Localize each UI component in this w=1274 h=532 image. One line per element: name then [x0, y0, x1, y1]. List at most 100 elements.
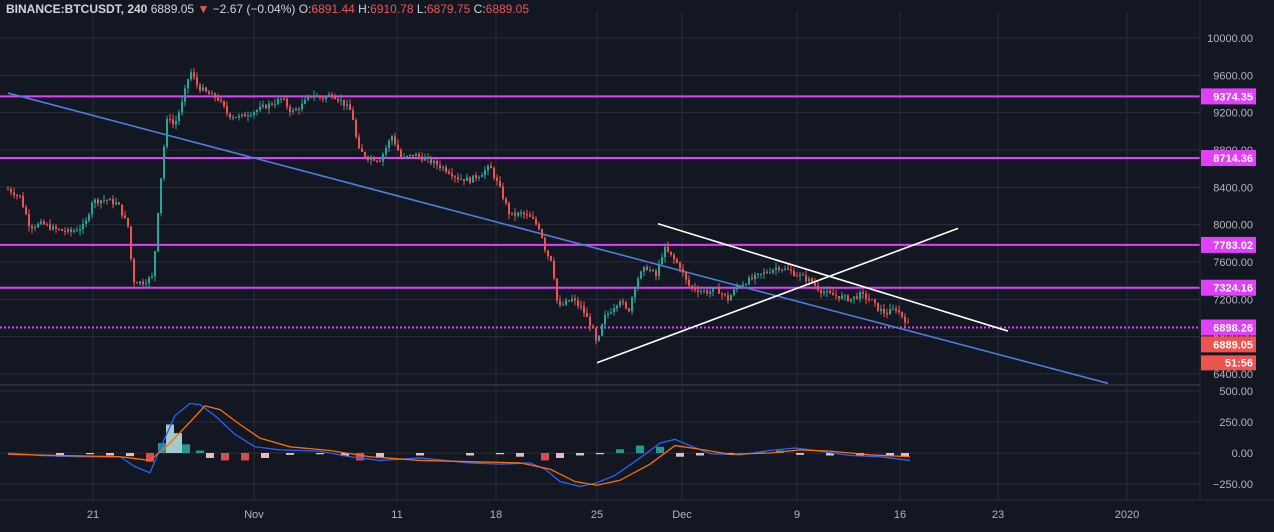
- candle-body: [406, 156, 408, 158]
- trendline-line[interactable]: [7, 92, 1109, 385]
- candle-body: [715, 287, 717, 289]
- candle-body: [907, 322, 909, 324]
- candle-body: [301, 103, 303, 110]
- level-price-label: 7783.02: [1213, 240, 1253, 252]
- macd-histogram-bar: [696, 453, 704, 456]
- candle-body: [610, 312, 612, 314]
- candle-body: [331, 94, 333, 97]
- candle-body: [508, 203, 510, 215]
- candle-body: [52, 226, 54, 230]
- level-price-badge[interactable]: [1201, 88, 1256, 105]
- level-price-badge[interactable]: [1201, 149, 1256, 166]
- candle-body: [871, 299, 873, 301]
- macd-histogram-bar: [158, 443, 166, 453]
- macd-histogram-bar: [126, 453, 134, 457]
- candle-body: [727, 295, 729, 301]
- candle-body: [748, 277, 750, 285]
- candle-body: [733, 289, 735, 296]
- grid-lines: [0, 12, 1200, 500]
- change-value: −2.67 (−0.04%): [212, 2, 296, 16]
- time-axis[interactable]: 21 Nov 11 18 25 Dec 9 16 23 2020: [0, 499, 1274, 521]
- candle-body: [352, 110, 354, 120]
- candle-body: [586, 312, 588, 317]
- candle-body: [373, 157, 375, 161]
- candle-body: [460, 179, 462, 181]
- last-price: 6889.05: [150, 2, 195, 16]
- symbol-label[interactable]: BINANCE:BTCUSDT, 240: [6, 2, 148, 16]
- price-tick-label: 9200.00: [1213, 108, 1253, 120]
- macd-line: [7, 402, 911, 488]
- candle-body: [772, 269, 774, 273]
- wedge-lines[interactable]: [596, 222, 1009, 364]
- macd-histogram-bar: [636, 445, 644, 453]
- candle-body: [25, 207, 27, 215]
- candle-body: [883, 308, 885, 314]
- trendline[interactable]: [7, 92, 1109, 385]
- candle-body: [640, 271, 642, 279]
- candle-body: [43, 221, 45, 225]
- candle-body: [55, 226, 57, 229]
- candle-body: [418, 154, 420, 157]
- candle-body: [169, 118, 171, 120]
- candle-body: [613, 308, 615, 313]
- candle-body: [688, 279, 690, 286]
- candle-body: [475, 175, 477, 179]
- candle-body: [124, 215, 126, 218]
- candle-body: [493, 168, 495, 178]
- candle-body: [769, 272, 771, 274]
- wedge-line[interactable]: [657, 222, 1009, 332]
- candle-body: [661, 257, 663, 265]
- candle-body: [121, 204, 123, 216]
- candle-body: [691, 285, 693, 287]
- candle-body: [445, 167, 447, 172]
- candle-body: [517, 212, 519, 216]
- candle-body: [439, 164, 441, 168]
- candle-body: [16, 195, 18, 197]
- candle-body: [685, 272, 687, 280]
- macd-histogram-bar: [616, 449, 624, 453]
- candle-body: [667, 246, 669, 252]
- candle-body: [544, 237, 546, 251]
- level-price-badge[interactable]: [1201, 319, 1256, 336]
- macd-histogram-bar: [796, 453, 804, 455]
- candle-body: [148, 277, 150, 284]
- macd-histogram-bar: [174, 433, 182, 453]
- macd-tick-label: −250.00: [1213, 479, 1253, 491]
- candle-body: [280, 98, 282, 100]
- candle-body: [535, 218, 537, 224]
- candle-body: [625, 302, 627, 309]
- price-tick-label: 7200.00: [1213, 294, 1253, 306]
- candle-body: [79, 229, 81, 231]
- candle-body: [349, 104, 351, 111]
- candle-body: [202, 87, 204, 91]
- candle-body: [298, 109, 300, 111]
- candle-body: [898, 310, 900, 312]
- candle-body: [163, 146, 165, 179]
- candle-body: [892, 308, 894, 310]
- horizontal-levels[interactable]: [0, 95, 1200, 329]
- candlesticks: [7, 67, 909, 345]
- time-tick-label: 2020: [1115, 509, 1139, 521]
- candle-body: [847, 295, 849, 302]
- candle-body: [154, 251, 156, 277]
- macd-histogram-bar: [496, 453, 504, 455]
- level-price-label: 6898.26: [1213, 322, 1253, 334]
- level-price-badge[interactable]: [1201, 236, 1256, 253]
- candle-body: [190, 72, 192, 80]
- candle-body: [61, 229, 63, 231]
- candle-body: [22, 195, 24, 208]
- wedge-line[interactable]: [596, 227, 959, 364]
- price-axis[interactable]: 10000.009600.009200.008800.008400.008000…: [1199, 0, 1256, 500]
- candle-body: [514, 212, 516, 216]
- macd-histogram-bar: [316, 453, 324, 455]
- candle-body: [364, 151, 366, 157]
- candle-body: [757, 273, 759, 275]
- candle-body: [901, 311, 903, 317]
- candle-body: [781, 269, 783, 271]
- macd-histogram-bar: [166, 424, 174, 453]
- level-price-badge[interactable]: [1201, 279, 1256, 296]
- candle-body: [562, 304, 564, 306]
- macd-histogram-bar: [466, 453, 474, 456]
- candle-body: [277, 98, 279, 104]
